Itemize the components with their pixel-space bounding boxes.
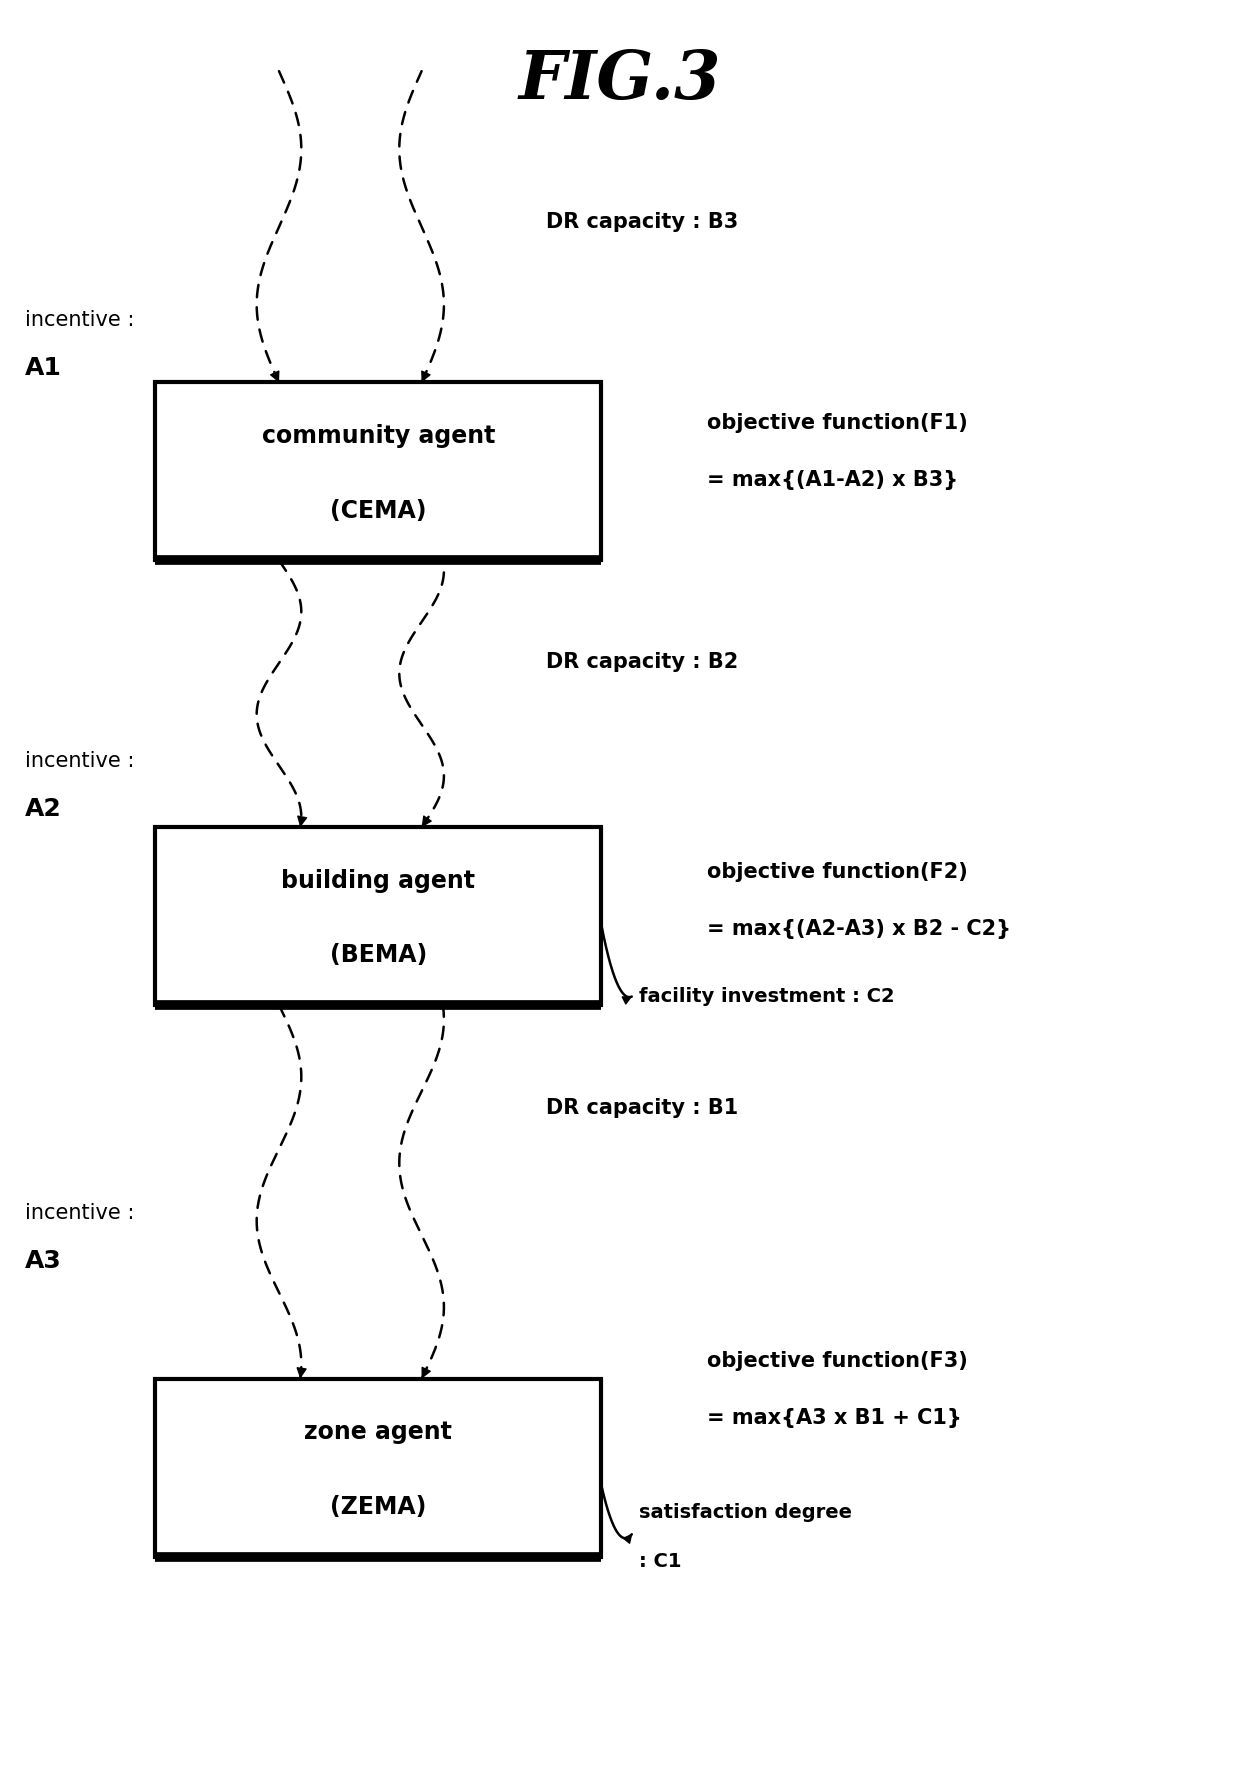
Text: DR capacity : B3: DR capacity : B3 [546, 212, 738, 233]
Bar [155, 1379, 601, 1557]
Text: = max{A3 x B1 + C1}: = max{A3 x B1 + C1} [707, 1407, 961, 1429]
Text: satisfaction degree: satisfaction degree [639, 1503, 852, 1521]
Text: building agent: building agent [281, 868, 475, 893]
Text: DR capacity : B1: DR capacity : B1 [546, 1098, 738, 1119]
Text: : C1: : C1 [639, 1553, 681, 1571]
Text: community agent: community agent [262, 423, 495, 448]
Text: A1: A1 [25, 356, 62, 381]
Bar [155, 827, 601, 1005]
Text: (CEMA): (CEMA) [330, 498, 427, 523]
Text: incentive :: incentive : [25, 751, 134, 772]
Text: = max{(A1-A2) x B3}: = max{(A1-A2) x B3} [707, 470, 959, 491]
Bar [155, 382, 601, 560]
Text: A3: A3 [25, 1249, 62, 1274]
Text: (ZEMA): (ZEMA) [330, 1494, 427, 1519]
Text: DR capacity : B2: DR capacity : B2 [546, 651, 738, 672]
Text: zone agent: zone agent [304, 1420, 453, 1445]
Text: incentive :: incentive : [25, 310, 134, 331]
Text: incentive :: incentive : [25, 1203, 134, 1224]
Text: objective function(F3): objective function(F3) [707, 1350, 967, 1372]
Text: (BEMA): (BEMA) [330, 943, 427, 968]
Text: objective function(F2): objective function(F2) [707, 861, 967, 882]
Text: = max{(A2-A3) x B2 - C2}: = max{(A2-A3) x B2 - C2} [707, 918, 1011, 939]
Text: facility investment : C2: facility investment : C2 [639, 987, 894, 1005]
Text: A2: A2 [25, 797, 62, 822]
Text: FIG.3: FIG.3 [518, 48, 722, 112]
Text: objective function(F1): objective function(F1) [707, 413, 967, 434]
